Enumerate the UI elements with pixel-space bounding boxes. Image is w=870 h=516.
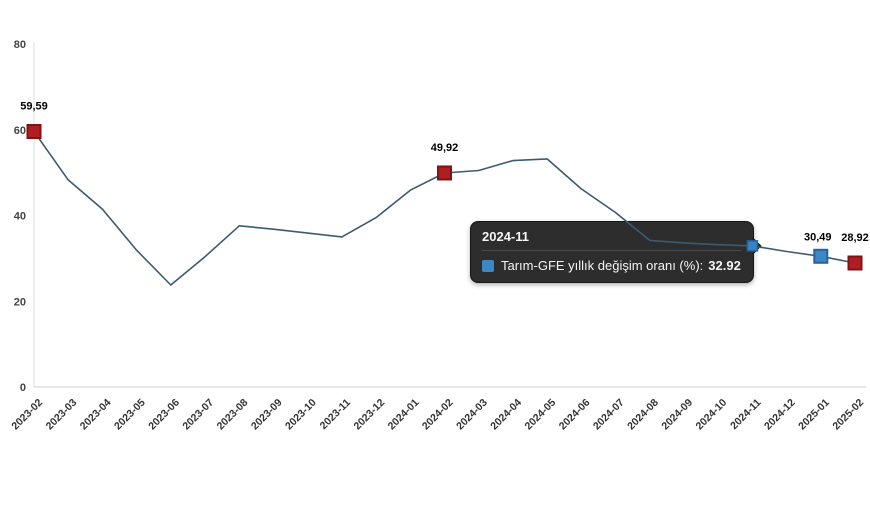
data-point-label: 30,49 <box>804 231 832 243</box>
x-tick-label: 2023-09 <box>249 397 285 433</box>
x-tick-label: 2024-04 <box>488 397 524 433</box>
y-tick-label: 80 <box>14 39 26 51</box>
chart-tooltip: 2024-11 Tarım-GFE yıllık değişim oranı (… <box>470 221 762 283</box>
x-tick-label: 2023-05 <box>112 397 148 433</box>
data-point-2025-01[interactable] <box>813 248 829 264</box>
data-point-2025-02[interactable] <box>847 255 863 271</box>
x-tick-label: 2024-11 <box>728 397 763 432</box>
data-point-label: 59,59 <box>20 101 48 113</box>
x-tick-label: 2023-04 <box>78 397 114 433</box>
x-tick-label: 2024-08 <box>625 397 661 433</box>
x-tick-label: 2024-03 <box>454 397 490 433</box>
y-tick-label: 0 <box>20 382 26 394</box>
x-tick-label: 2025-02 <box>830 397 866 433</box>
series-swatch-icon <box>482 259 494 272</box>
x-tick-label: 2024-01 <box>386 397 422 433</box>
x-tick-label: 2023-06 <box>146 397 182 433</box>
data-point-2024-11[interactable] <box>746 240 759 252</box>
series-line[interactable] <box>33 130 856 286</box>
tooltip-series-label: Tarım-GFE yıllık değişim oranı (%): <box>501 258 704 273</box>
x-tick-label: 2023-10 <box>283 397 319 433</box>
x-tick-label: 2024-02 <box>420 397 456 433</box>
y-tick-label: 20 <box>14 296 26 308</box>
data-point-label: 28,92 <box>841 232 869 244</box>
tooltip-value: 32.92 <box>708 258 741 273</box>
x-tick-label: 2024-06 <box>557 397 593 433</box>
x-tick-label: 2023-02 <box>9 397 45 433</box>
x-tick-label: 2024-07 <box>591 397 627 433</box>
x-tick-label: 2024-10 <box>694 397 730 433</box>
y-tick-label: 40 <box>14 211 26 223</box>
x-tick-label: 2024-09 <box>659 397 695 433</box>
y-tick-label: 60 <box>14 125 26 137</box>
x-tick-label: 2023-11 <box>318 397 353 432</box>
tooltip-series-row: Tarım-GFE yıllık değişim oranı (%): 32.9… <box>482 258 741 273</box>
tooltip-date: 2024-11 <box>482 229 741 251</box>
x-tick-label: 2023-12 <box>351 397 387 433</box>
x-tick-label: 2023-03 <box>44 397 80 433</box>
data-point-2024-02[interactable] <box>437 165 452 181</box>
x-tick-label: 2023-07 <box>180 397 216 433</box>
data-point-2023-02[interactable] <box>26 124 42 140</box>
x-tick-label: 2024-05 <box>523 397 559 433</box>
data-point-label: 49,92 <box>431 142 459 154</box>
x-tick-label: 2024-12 <box>762 397 798 433</box>
x-tick-label: 2025-01 <box>796 397 832 433</box>
x-tick-label: 2023-08 <box>215 397 251 433</box>
